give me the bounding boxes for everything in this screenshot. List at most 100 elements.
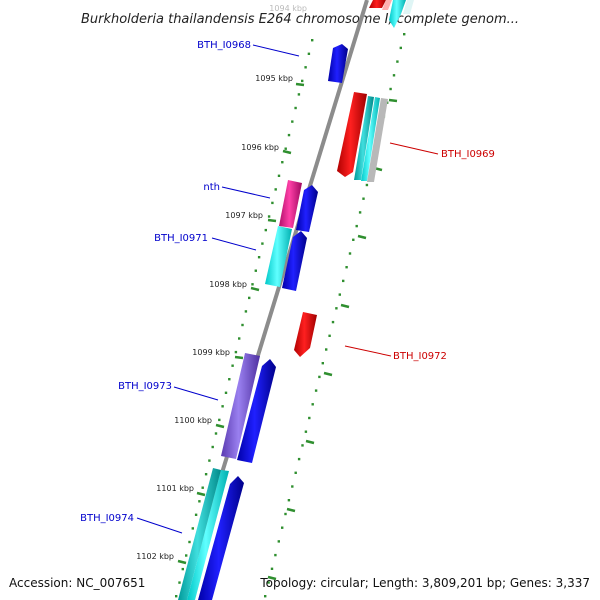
- track-dot: [208, 459, 211, 462]
- track-dot: [304, 66, 307, 69]
- track-dot: [314, 389, 318, 392]
- track-dot: [291, 485, 294, 488]
- map-title: Burkholderia thailandensis E264 chromoso…: [81, 12, 519, 27]
- gene-BTH_I0968-label[interactable]: BTH_I0968: [197, 40, 251, 51]
- gene-BTH_I0974[interactable]: BTH_I0974: [80, 468, 244, 600]
- kbp-mark-1098: [250, 286, 260, 292]
- track-dot: [311, 39, 314, 42]
- gene-BTH_I0971-label[interactable]: BTH_I0971: [154, 233, 208, 244]
- gene-BTH_I0972-leader: [344, 345, 392, 357]
- gene-BTH_I0969-leader: [389, 142, 439, 155]
- track-dot: [281, 526, 284, 529]
- gene-BTH_I0969-grey-stripe: [367, 98, 388, 182]
- kbp-label-1094: 1094 kbp: [269, 4, 307, 13]
- track-dot: [224, 391, 228, 394]
- gene-BTH_I0971-leader: [211, 237, 257, 251]
- track-dot: [188, 540, 191, 544]
- track-dot: [287, 499, 291, 502]
- track-dot: [352, 238, 355, 241]
- track-dot: [270, 567, 274, 570]
- kbp-label-1098: 1098 kbp: [209, 280, 247, 289]
- track-dot: [264, 595, 267, 598]
- gene-BTH_I0969-arrow[interactable]: [337, 92, 367, 177]
- kbp-label-1097: 1097 kbp: [225, 211, 263, 220]
- gene-BTH_I0974-leader: [136, 517, 183, 534]
- track-dot: [214, 432, 218, 435]
- kbp-mark-1101: [196, 491, 206, 497]
- top-partial-genes: [369, 0, 414, 28]
- track-dot: [231, 364, 234, 367]
- gene-BTH_I0973[interactable]: BTH_I0973: [118, 353, 276, 463]
- kbp-tick-1101: 1101 kbp: [156, 484, 206, 497]
- track-dot: [348, 252, 352, 255]
- kbp-label-1099: 1099 kbp: [192, 348, 230, 357]
- track-dot: [342, 279, 345, 283]
- gene-BTH_I0973-purple-part: [221, 353, 260, 459]
- kbp-tick-1098: 1098 kbp: [209, 280, 260, 292]
- track-dot: [325, 348, 328, 351]
- track-dot: [274, 188, 277, 191]
- gene-BTH_I0968-arrow[interactable]: [328, 44, 348, 83]
- gene-BTH_I0973-label[interactable]: BTH_I0973: [118, 381, 172, 392]
- track-dot: [311, 403, 314, 406]
- kbp-tick-1099: 1099 kbp: [192, 348, 244, 360]
- gene-BTH_I0969[interactable]: BTH_I0969: [337, 92, 495, 182]
- track-dot: [251, 283, 254, 286]
- track-dot: [301, 444, 304, 447]
- accession-text: Accession: NC_007651: [9, 576, 145, 590]
- kbp-label-1102: 1102 kbp: [136, 552, 174, 561]
- track-dot: [267, 215, 271, 218]
- gene-BTH_I0974-arrow[interactable]: [198, 476, 244, 600]
- track-dot: [248, 296, 251, 300]
- gene-BTH_I0969-label[interactable]: BTH_I0969: [441, 149, 495, 160]
- track-dot: [281, 161, 284, 164]
- track-dot: [321, 362, 324, 365]
- gene-BTH_I0972[interactable]: BTH_I0972: [294, 312, 447, 362]
- gene-BTH_I0968-leader: [252, 44, 300, 57]
- track-dot: [399, 46, 402, 50]
- track-dot: [267, 581, 270, 584]
- gene-nth-arrow[interactable]: [296, 185, 318, 232]
- track-dot: [261, 242, 264, 245]
- kbp-tick-1102: 1102 kbp: [136, 552, 187, 565]
- track-dot: [198, 500, 201, 503]
- gene-nth[interactable]: nth: [203, 180, 318, 232]
- gene-BTH_I0972-arrow[interactable]: [294, 312, 317, 357]
- gene-BTH_I0971[interactable]: BTH_I0971: [154, 226, 307, 291]
- kbp-mark-1099: [234, 355, 244, 360]
- gene-BTH_I0973-arrow[interactable]: [237, 359, 276, 463]
- track-dot: [287, 133, 291, 137]
- track-dot: [304, 430, 308, 433]
- track-dot: [241, 323, 244, 327]
- track-dot: [297, 457, 301, 461]
- track-dot: [345, 266, 348, 269]
- gene-BTH_I0971-arrow[interactable]: [282, 231, 307, 291]
- kbp-label-1101: 1101 kbp: [156, 484, 194, 493]
- outer-track-marks: [267, 98, 398, 581]
- topology-summary: Topology: circular; Length: 3,809,201 bp…: [259, 576, 590, 590]
- track-dot: [392, 74, 396, 77]
- kbp-ticks: 1094 kbp 1095 kbp 1096 kbp 1097 kbp 1098…: [136, 4, 307, 565]
- track-dot: [244, 310, 248, 313]
- track-dot: [328, 334, 331, 337]
- track-dot: [335, 307, 338, 310]
- gene-BTH_I0968[interactable]: BTH_I0968: [197, 40, 348, 83]
- track-dot: [358, 211, 362, 214]
- track-dot: [271, 201, 274, 205]
- partial-cyan-feature: [389, 0, 406, 28]
- track-dot: [294, 471, 297, 474]
- track-dot: [218, 418, 221, 422]
- gene-BTH_I0972-label[interactable]: BTH_I0972: [393, 351, 447, 362]
- kbp-mark-1102: [177, 559, 187, 565]
- gene-BTH_I0974-label[interactable]: BTH_I0974: [80, 513, 134, 524]
- kbp-mark-1095: [295, 82, 305, 87]
- track-dot: [277, 174, 281, 177]
- kbp-mark-1097: [267, 218, 277, 223]
- partial-pale-feature: [403, 0, 414, 14]
- track-dot: [191, 527, 194, 530]
- gene-nth-label[interactable]: nth: [203, 182, 220, 193]
- partial-red-feature: [369, 0, 386, 8]
- gene-BTH_I0974-cyan-part: [187, 470, 229, 600]
- kbp-tick-1095: 1095 kbp: [255, 74, 305, 87]
- track-dot: [221, 405, 224, 408]
